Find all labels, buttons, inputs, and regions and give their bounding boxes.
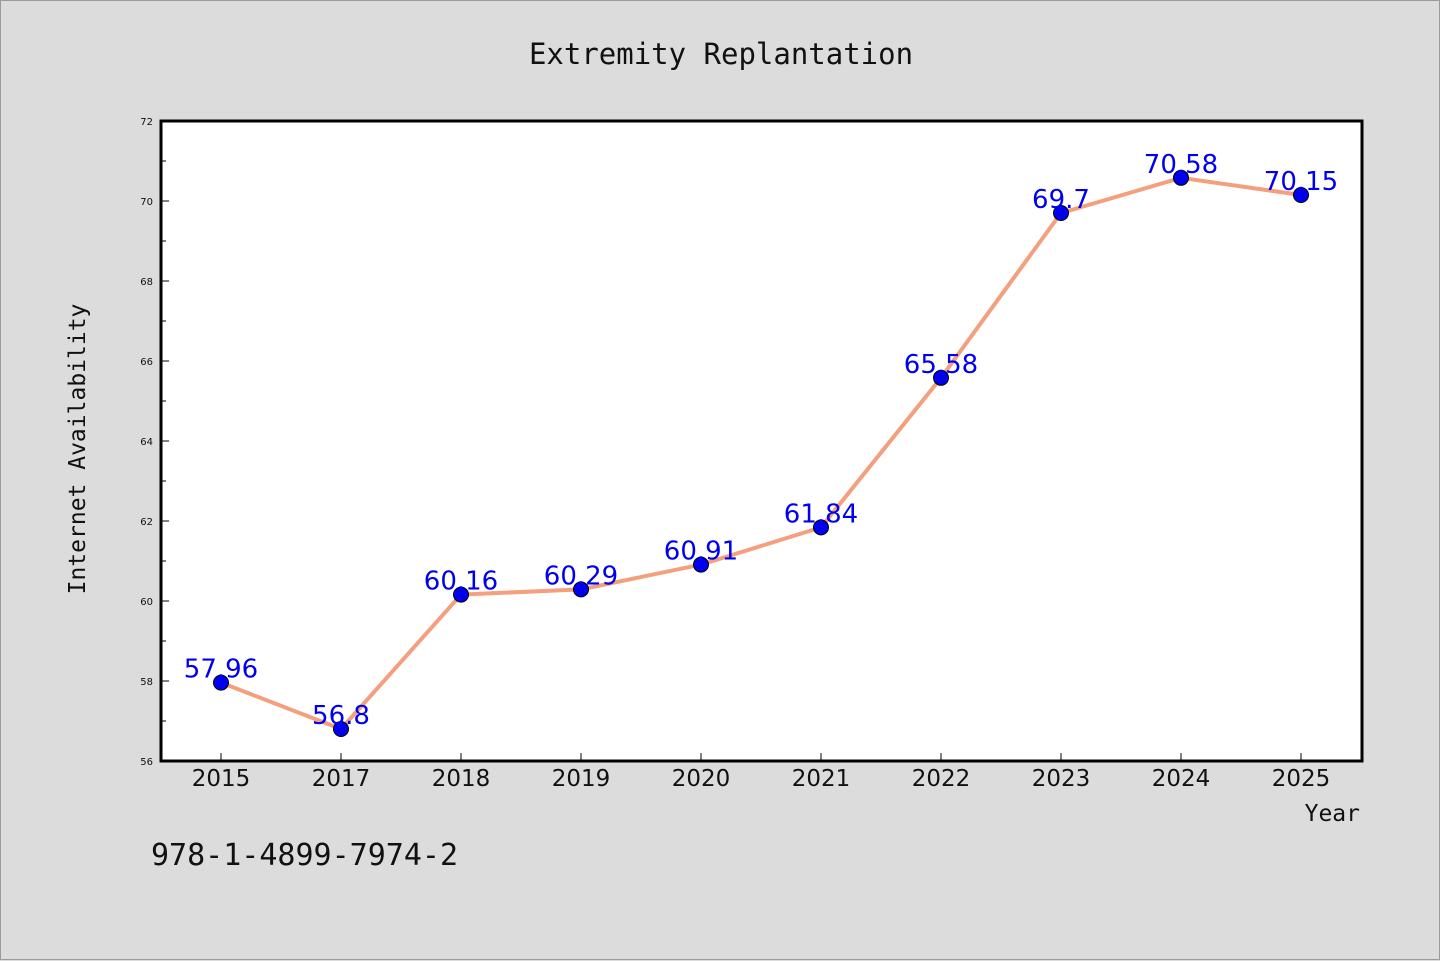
data-point — [1293, 187, 1309, 203]
y-tick-label: 56 — [140, 757, 153, 768]
x-axis-title: Year — [1305, 801, 1360, 827]
series-line — [219, 175, 1303, 731]
x-tick-label: 2015 — [192, 766, 251, 792]
data-label: 70.58 — [1144, 150, 1218, 180]
y-tick-label: 70 — [140, 197, 153, 208]
data-point — [333, 721, 349, 737]
data-point — [573, 581, 589, 598]
data-label: 65.58 — [904, 350, 978, 380]
x-tick-label: 2023 — [1032, 766, 1091, 792]
y-axis: 56 58 60 62 64 66 68 70 72 — [140, 117, 169, 768]
data-point — [933, 369, 949, 386]
x-tick-label: 2017 — [312, 766, 371, 792]
y-tick-label: 66 — [140, 357, 153, 368]
data-label: 56.8 — [312, 701, 370, 731]
x-tick-label: 2021 — [792, 766, 851, 792]
y-tick-label: 64 — [140, 437, 153, 448]
data-point — [1053, 205, 1069, 221]
plot-area — [159, 119, 1364, 763]
data-label: 61.84 — [784, 499, 858, 529]
data-label: 60.16 — [424, 567, 498, 597]
x-tick-label: 2018 — [432, 766, 491, 792]
y-tick-label: 68 — [140, 277, 153, 288]
y-axis-title: Internet Availability — [65, 304, 91, 595]
data-point — [813, 519, 829, 536]
data-point — [453, 586, 469, 603]
x-tick-label: 2025 — [1272, 766, 1331, 792]
data-point — [1173, 169, 1189, 186]
x-tick-label: 2019 — [552, 766, 611, 792]
series-group: 57.96 56.8 60.16 60.29 60.91 61.84 65.58 69.7 70… — [184, 150, 1338, 737]
data-label: 60.29 — [544, 561, 618, 591]
x-tick-label: 2024 — [1152, 766, 1211, 792]
data-point — [693, 556, 709, 573]
chart-title: Extremity Replantation — [529, 37, 913, 71]
data-label: 69.7 — [1032, 185, 1090, 215]
x-axis: 2015 2017 2018 2019 2020 2021 2022 2023 2024 2025 — [192, 753, 1331, 792]
isbn-label: 978-1-4899-7974-2 — [151, 838, 458, 873]
data-label: 57.96 — [184, 655, 258, 685]
data-label: 70.15 — [1264, 167, 1338, 197]
y-tick-label: 72 — [140, 117, 153, 128]
x-tick-label: 2022 — [912, 766, 971, 792]
data-point — [213, 674, 229, 691]
y-tick-label: 62 — [140, 517, 153, 528]
x-tick-label: 2020 — [672, 766, 731, 792]
y-tick-label: 60 — [140, 597, 153, 608]
y-tick-label: 58 — [140, 677, 153, 688]
data-label: 60.91 — [664, 537, 738, 567]
